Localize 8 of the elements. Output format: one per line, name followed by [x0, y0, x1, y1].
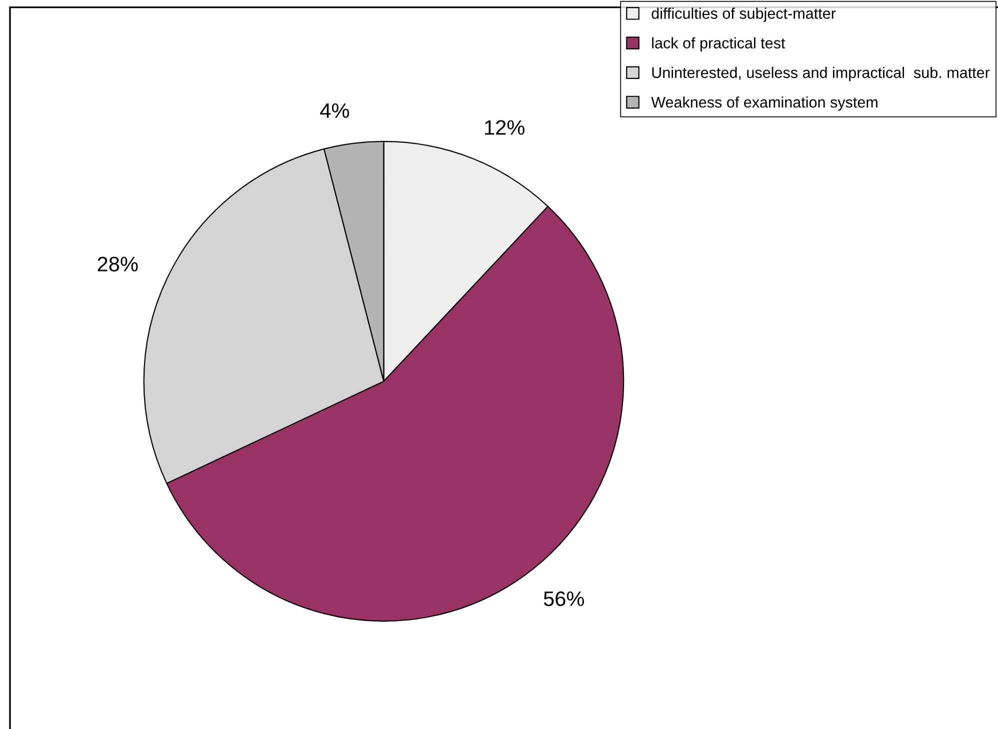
legend-label: Uninterested, useless and impractical sub. matter — [652, 66, 990, 82]
legend-label: difficulties of subject-matter — [652, 8, 836, 22]
data-label: 4% — [320, 103, 350, 118]
data-label: 28% — [98, 256, 138, 272]
data-label: 56% — [544, 591, 584, 606]
legend-label: lack of practical test — [652, 37, 786, 52]
legend-label: Weakness of examination system — [651, 96, 878, 111]
data-label: 12% — [485, 120, 524, 135]
